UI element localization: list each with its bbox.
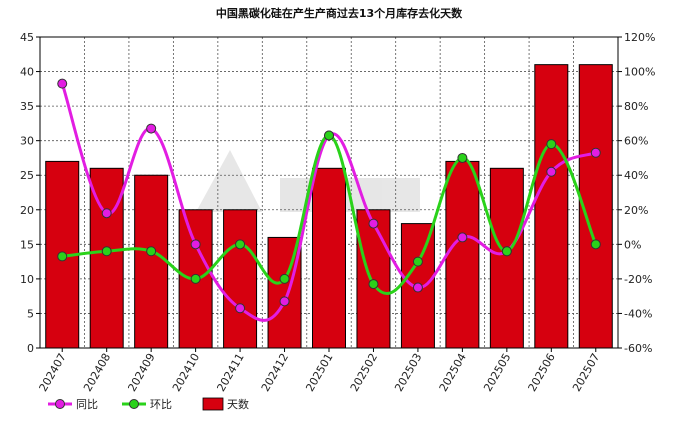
y-left-tick-label: 15 [20, 238, 34, 251]
x-tick-label: 202409 [125, 351, 157, 394]
point-同比-202502 [368, 218, 379, 229]
y-left-tick-label: 45 [20, 31, 34, 44]
x-tick-label: 202503 [392, 351, 424, 394]
line-同比 [60, 83, 597, 322]
point-环比-202506 [546, 139, 557, 150]
x-tick-label: 202412 [259, 351, 291, 394]
y-left-tick-label: 40 [20, 66, 34, 79]
point-环比-202410 [190, 273, 201, 284]
y-right-tick-label: -60% [624, 342, 652, 355]
legend-swatch-marker [129, 399, 139, 409]
y-axis-left: 0 5 10 15 20 25 30 35 40 45 [20, 31, 40, 355]
y-right-tick-label: -40% [624, 307, 652, 320]
y-right-tick-label: 60% [624, 135, 648, 148]
x-tick-label: 202502 [348, 351, 380, 394]
point-同比-202506 [546, 166, 557, 177]
y-left-tick-label: 10 [20, 273, 34, 286]
legend: 同比 环比 天数 [48, 397, 249, 411]
point-同比-202407 [57, 78, 68, 89]
x-tick-label: 202505 [481, 351, 513, 394]
point-同比-202408 [101, 208, 112, 219]
y-right-tick-label: 40% [624, 169, 648, 182]
point-同比-202503 [412, 282, 423, 293]
bar-202504 [445, 160, 480, 349]
y-left-tick-label: 0 [27, 342, 34, 355]
y-left-tick-label: 20 [20, 204, 34, 217]
bar-202411 [223, 209, 258, 349]
line-环比 [62, 133, 598, 295]
legend-label: 天数 [227, 398, 249, 411]
bar-202412 [267, 236, 302, 349]
point-同比-202410 [190, 239, 201, 250]
point-环比-202411 [235, 239, 246, 250]
y-left-tick-label: 5 [27, 307, 34, 320]
point-环比-202409 [146, 246, 157, 257]
point-同比-202411 [235, 303, 246, 314]
x-tick-label: 202504 [437, 351, 469, 394]
legend-label: 环比 [150, 398, 172, 411]
legend-swatch-marker [55, 399, 65, 409]
y-axis-right: -60% -40% -20% 0% 20% 40% 60% 80% 100% 120% [618, 31, 655, 355]
x-tick-label: 202411 [214, 351, 246, 394]
y-left-tick-label: 35 [20, 100, 34, 113]
series-lines [57, 78, 601, 322]
point-环比-202505 [501, 246, 512, 257]
y-right-tick-label: 0% [624, 238, 641, 251]
point-同比-202412 [279, 296, 290, 307]
point-同比-202409 [146, 123, 157, 134]
point-环比-202408 [101, 246, 112, 257]
y-right-tick-label: 20% [624, 204, 648, 217]
x-axis: 202407 202408 202409 202410 202411 202412 2025… [37, 348, 602, 394]
bar-202501 [312, 167, 346, 349]
legend-label: 同比 [76, 398, 98, 411]
point-环比-202504 [457, 152, 468, 163]
y-right-tick-label: 80% [624, 100, 648, 113]
y-right-tick-label: 120% [624, 31, 655, 44]
x-tick-label: 202506 [526, 351, 558, 394]
point-环比-202412 [279, 273, 290, 284]
y-right-tick-label: 100% [624, 66, 655, 79]
bar-202505 [489, 167, 524, 349]
point-环比-202501 [324, 130, 334, 141]
y-left-tick-label: 25 [20, 169, 34, 182]
bar-202409 [134, 174, 169, 349]
bar-202506 [534, 64, 569, 349]
x-tick-label: 202408 [81, 351, 113, 394]
chart-title: 中国黑碳化硅在产生产商过去13个月库存去化天数 [216, 6, 463, 20]
bar-202502 [356, 209, 391, 349]
y-left-tick-label: 30 [20, 135, 34, 148]
x-tick-label: 202407 [37, 351, 69, 394]
point-同比-202504 [457, 232, 468, 243]
point-环比-202502 [368, 279, 379, 290]
x-tick-label: 202410 [170, 351, 202, 394]
point-环比-202407 [57, 251, 68, 262]
x-tick-label: 202501 [303, 351, 335, 394]
point-同比-202507 [590, 147, 601, 158]
y-right-tick-label: -20% [624, 273, 652, 286]
x-tick-label: 202507 [570, 351, 602, 394]
point-环比-202507 [590, 239, 601, 250]
legend-swatch-bar [202, 397, 224, 411]
point-环比-202503 [412, 256, 423, 267]
